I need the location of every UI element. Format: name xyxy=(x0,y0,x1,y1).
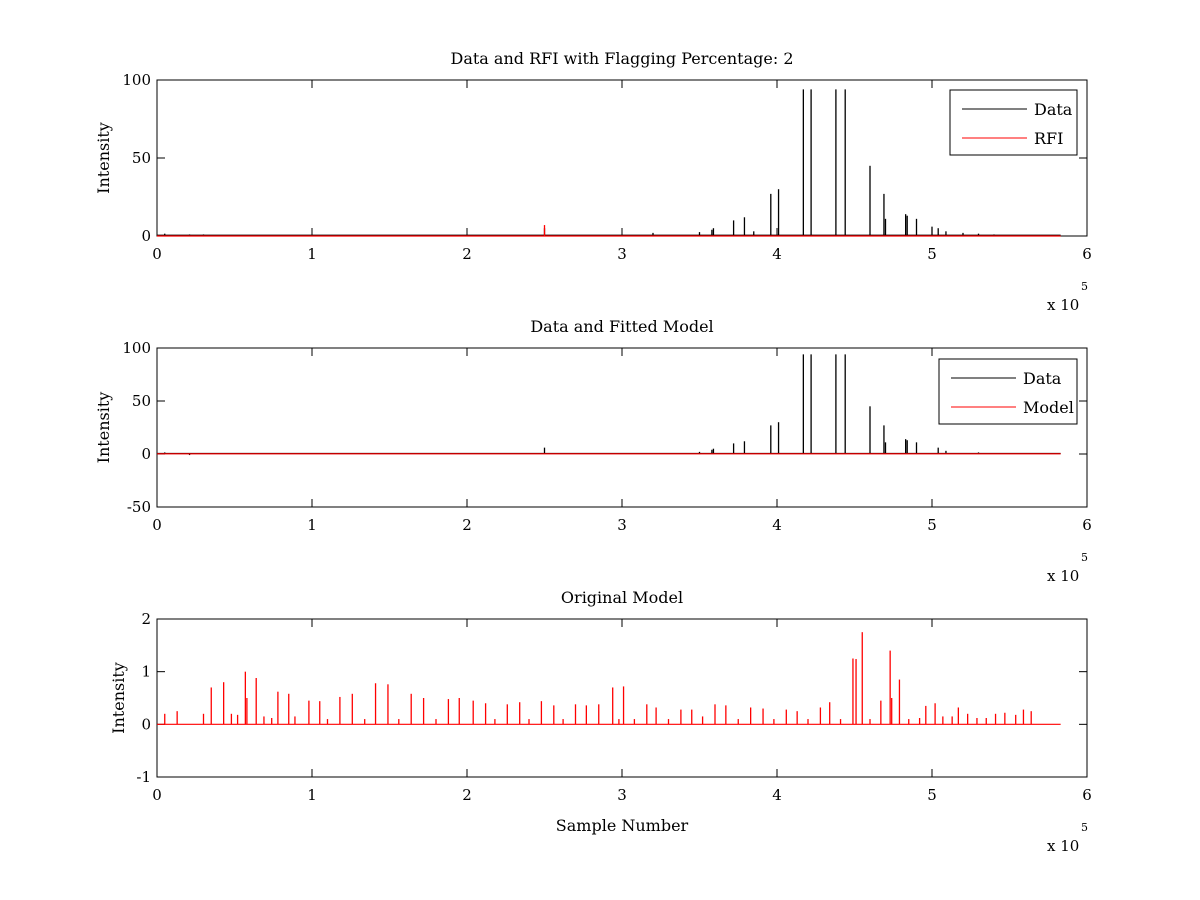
y-axis-label: Intensity xyxy=(109,662,128,734)
x-tick-label: 1 xyxy=(307,516,317,534)
x-tick-label: 6 xyxy=(1082,786,1092,804)
y-axis-label: Intensity xyxy=(94,122,113,194)
x-tick-label: 1 xyxy=(307,786,317,804)
x-tick-label: 6 xyxy=(1082,245,1092,263)
y-tick-label: 1 xyxy=(141,663,151,681)
x-multiplier-label: x 10 xyxy=(1047,296,1079,314)
y-tick-label: -50 xyxy=(127,498,151,516)
x-tick-label: 6 xyxy=(1082,516,1092,534)
subplot-title: Data and Fitted Model xyxy=(530,317,713,336)
x-tick-label: 5 xyxy=(927,786,937,804)
legend-box xyxy=(949,89,1078,156)
legend-entry: RFI xyxy=(1034,129,1063,148)
x-axis-label: Sample Number xyxy=(556,816,689,835)
x-multiplier-exponent: 5 xyxy=(1081,551,1088,564)
y-tick-label: -1 xyxy=(136,768,151,786)
x-tick-label: 4 xyxy=(772,516,782,534)
subplot-title: Original Model xyxy=(561,588,683,607)
y-tick-label: 50 xyxy=(132,149,151,167)
y-tick-label: 0 xyxy=(141,715,151,733)
x-tick-label: 2 xyxy=(462,786,472,804)
y-axis-label: Intensity xyxy=(94,392,113,464)
axes-box xyxy=(156,347,1088,508)
x-multiplier-label: x 10 xyxy=(1047,837,1079,855)
y-tick-label: 2 xyxy=(141,610,151,628)
legend-entry: Data xyxy=(1023,369,1062,388)
x-tick-label: 0 xyxy=(152,786,162,804)
axes-box xyxy=(156,618,1088,778)
y-tick-label: 0 xyxy=(141,445,151,463)
subplot-title: Data and RFI with Flagging Percentage: 2 xyxy=(450,49,793,68)
series-model xyxy=(157,632,1061,725)
series-data xyxy=(157,89,1061,236)
x-tick-label: 0 xyxy=(152,516,162,534)
x-tick-label: 5 xyxy=(927,245,937,263)
x-multiplier-exponent: 5 xyxy=(1081,821,1088,834)
x-tick-label: 2 xyxy=(462,516,472,534)
x-tick-label: 1 xyxy=(307,245,317,263)
x-multiplier-label: x 10 xyxy=(1047,567,1079,585)
axes-box xyxy=(156,79,1088,237)
x-tick-label: 2 xyxy=(462,245,472,263)
x-tick-label: 3 xyxy=(617,516,627,534)
legend-entry: Model xyxy=(1023,398,1074,417)
series-rfi xyxy=(157,225,1061,237)
y-tick-label: 100 xyxy=(122,339,151,357)
legend: Data RFI xyxy=(949,89,1078,156)
x-tick-label: 3 xyxy=(617,786,627,804)
y-tick-label: 50 xyxy=(132,392,151,410)
legend-box xyxy=(938,358,1078,425)
x-tick-label: 4 xyxy=(772,786,782,804)
x-tick-label: 3 xyxy=(617,245,627,263)
x-multiplier-exponent: 5 xyxy=(1081,280,1088,293)
legend: Data Model xyxy=(938,358,1078,425)
x-tick-label: 4 xyxy=(772,245,782,263)
x-tick-label: 0 xyxy=(152,245,162,263)
x-tick-label: 5 xyxy=(927,516,937,534)
y-tick-label: 0 xyxy=(141,227,151,245)
y-tick-label: 100 xyxy=(122,71,151,89)
legend-entry: Data xyxy=(1034,100,1073,119)
